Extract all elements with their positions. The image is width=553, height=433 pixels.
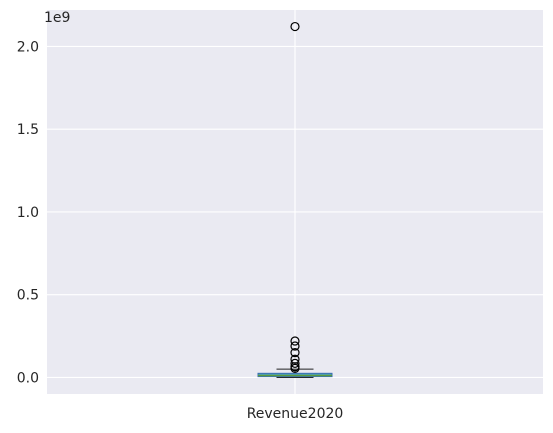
- axis-offset-label: 1e9: [44, 10, 70, 26]
- grid-lines: [47, 10, 543, 394]
- outlier-point: [290, 21, 300, 32]
- y-tick-label: 2.0: [17, 39, 39, 55]
- y-tick-label: 1.0: [17, 205, 39, 221]
- box-element: [257, 21, 333, 378]
- outlier-point: [290, 336, 300, 346]
- boxes: [257, 21, 333, 378]
- outlier-point: [290, 348, 300, 358]
- y-tick-label: 0.5: [17, 288, 39, 304]
- y-tick-label: 0.0: [17, 370, 39, 386]
- x-tick-label: Revenue2020: [247, 406, 344, 422]
- y-tick-label: 1.5: [17, 122, 39, 138]
- outlier-point: [290, 341, 300, 351]
- outlier-point: [290, 358, 300, 368]
- x-axis-ticks: Revenue2020: [247, 406, 344, 422]
- outlier-point: [290, 363, 300, 373]
- y-axis-ticks: 0.0 0.5 1.0 1.5 2.0: [17, 39, 39, 386]
